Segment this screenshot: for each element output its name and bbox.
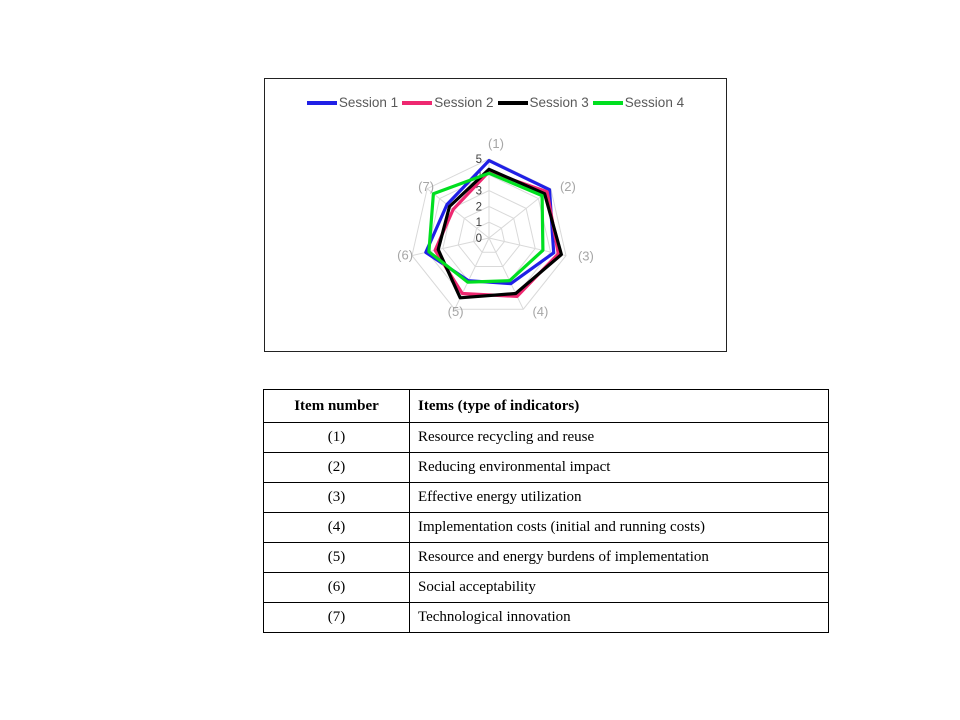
table-row: (3) Effective energy utilization <box>263 482 829 513</box>
table-header-row: Item number Items (type of indicators) <box>263 389 829 423</box>
indicator-items-table: Item number Items (type of indicators) (… <box>263 389 829 633</box>
radar-tick-label: 0 <box>476 233 482 245</box>
radar-series-session-4 <box>427 171 545 284</box>
legend-label: Session 1 <box>338 95 399 110</box>
table-row: (4) Implementation costs (initial and run… <box>263 512 829 543</box>
radar-tick-label: 3 <box>476 186 482 198</box>
radar-tick-label: 2 <box>476 201 482 213</box>
legend-swatch-icon <box>402 100 433 105</box>
item-number-cell: (5) <box>263 542 410 573</box>
item-description-cell: Resource recycling and reuse <box>409 422 829 453</box>
radar-chart-panel: Session 1 Session 2 Session 3 Session 4 0 1 2… <box>264 78 727 352</box>
table-row: (5) Resource and energy burdens of implem… <box>263 542 829 573</box>
radar-series-session-3 <box>436 167 563 300</box>
radar-axis-label: (5) <box>448 304 464 319</box>
item-number-cell: (4) <box>263 512 410 543</box>
item-number-cell: (2) <box>263 452 410 483</box>
legend-item-session-2: Session 2 <box>402 95 494 110</box>
legend-label: Session 2 <box>434 95 494 110</box>
legend-item-session-4: Session 4 <box>592 95 685 110</box>
chart-legend: Session 1 Session 2 Session 3 Session 4 <box>265 95 726 110</box>
table-row: (6) Social acceptability <box>263 572 829 603</box>
radar-grid-spoke <box>488 188 552 239</box>
radar-tick-label: 1 <box>476 217 482 229</box>
legend-swatch-icon <box>497 100 528 105</box>
header-items-type: Items (type of indicators) <box>409 389 829 423</box>
table-row: (7) Technological innovation <box>263 602 829 633</box>
radar-axis-label: (4) <box>532 304 548 319</box>
legend-item-session-1: Session 1 <box>306 95 399 110</box>
radar-axis-label: (2) <box>560 179 576 194</box>
legend-label: Session 4 <box>624 95 685 110</box>
item-number-cell: (1) <box>263 422 410 453</box>
radar-axis-label: (6) <box>397 248 413 263</box>
radar-grid-ring <box>473 221 505 253</box>
header-item-number: Item number <box>263 389 410 423</box>
radar-grid-ring <box>411 158 567 310</box>
legend-swatch-icon <box>592 100 623 105</box>
radar-axis-label: (7) <box>418 179 434 194</box>
item-number-cell: (6) <box>263 572 410 603</box>
legend-item-session-3: Session 3 <box>497 95 589 110</box>
radar-grid-ring <box>457 205 521 267</box>
item-number-cell: (3) <box>263 482 410 513</box>
table-body: (1) Resource recycling and reuse (2) Reduci… <box>263 422 829 633</box>
item-description-cell: Resource and energy burdens of implement… <box>409 542 829 573</box>
item-description-cell: Social acceptability <box>409 572 829 603</box>
radar-tick-label: 5 <box>476 154 482 166</box>
item-description-cell: Effective energy utilization <box>409 482 829 513</box>
radar-grid-spoke <box>426 188 490 239</box>
legend-swatch-icon <box>306 100 337 105</box>
legend-label: Session 3 <box>529 95 589 110</box>
item-number-cell: (7) <box>263 602 410 633</box>
radar-axis-label: (3) <box>578 249 594 264</box>
item-description-cell: Implementation costs (initial and runnin… <box>409 512 829 543</box>
item-description-cell: Reducing environmental impact <box>409 452 829 483</box>
radar-axis-label: (1) <box>488 136 504 151</box>
item-description-cell: Technological innovation <box>409 602 829 633</box>
table-row: (1) Resource recycling and reuse <box>263 422 829 453</box>
table-row: (2) Reducing environmental impact <box>263 452 829 483</box>
